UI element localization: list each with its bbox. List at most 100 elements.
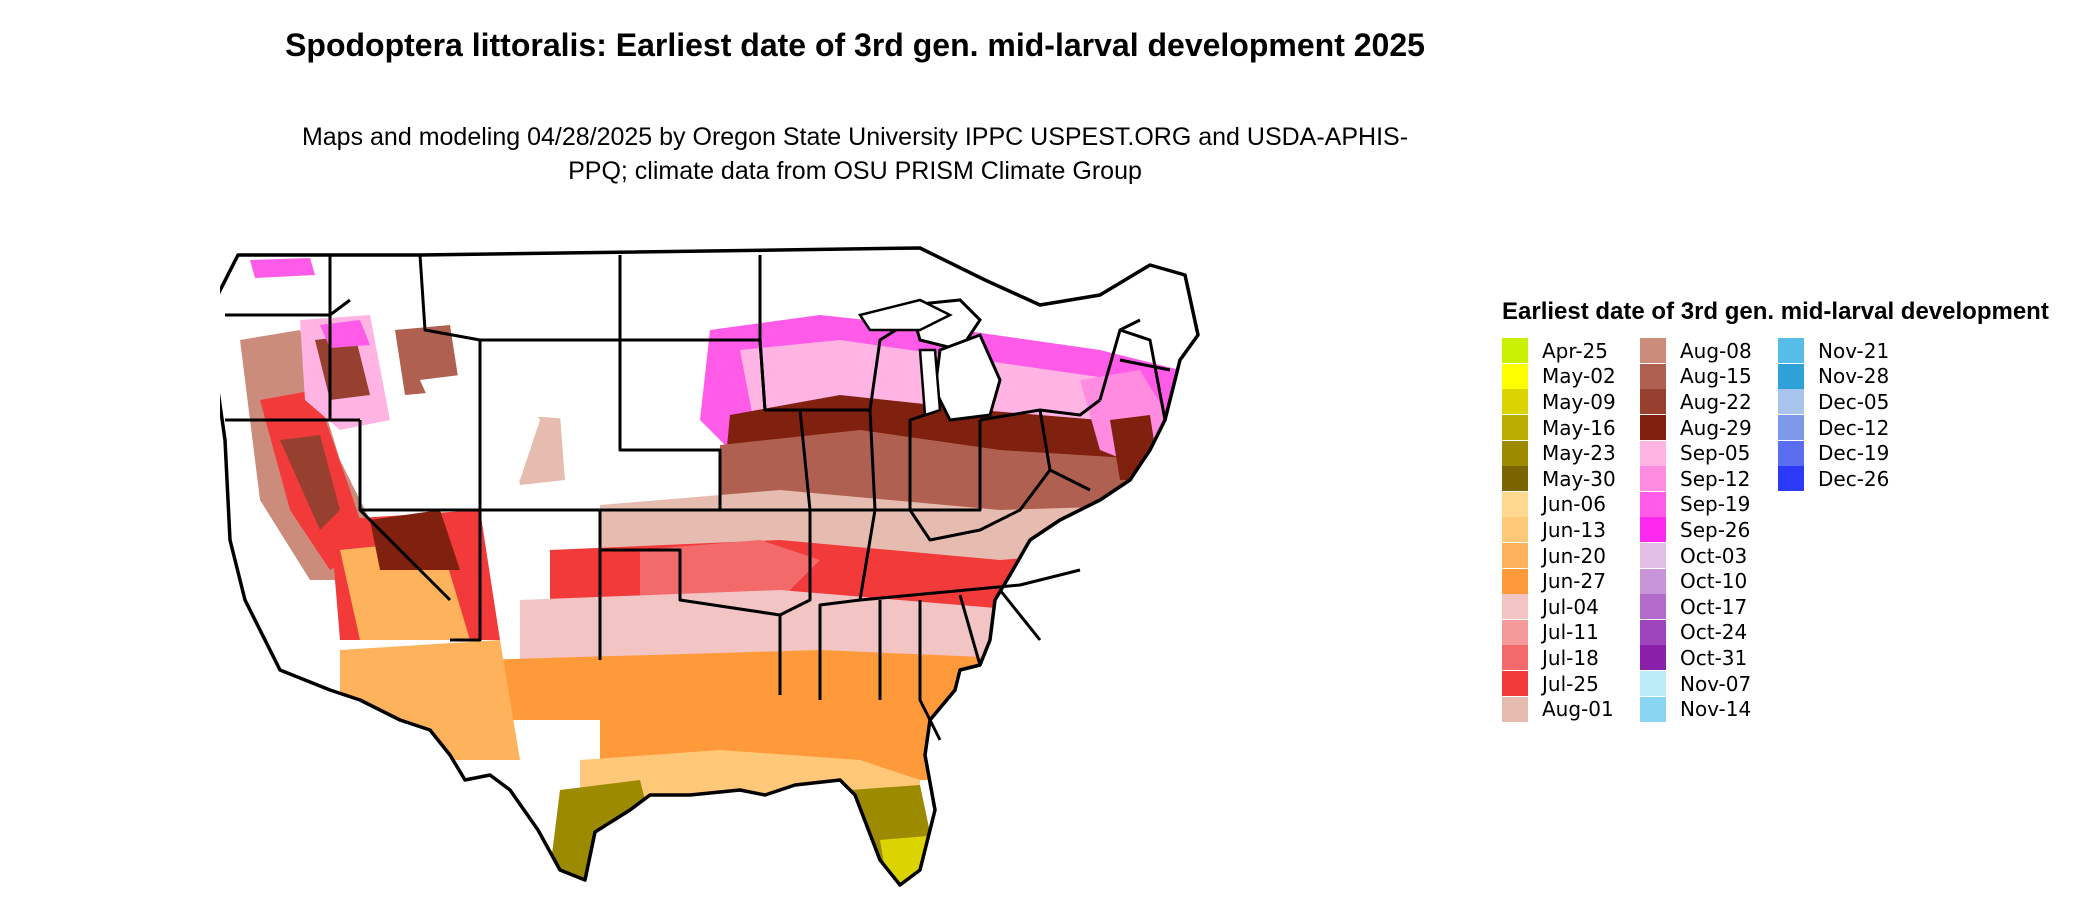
legend-item: Apr-25 [1502,338,1628,364]
legend-label: Dec-26 [1818,466,1890,491]
legend-swatch [1502,671,1528,697]
legend-label: May-09 [1542,389,1616,414]
legend-swatch [1640,696,1666,722]
legend-item: Aug-29 [1640,415,1766,441]
legend-item: Nov-28 [1778,363,1904,390]
legend-item: Jul-11 [1502,619,1628,646]
legend-swatch [1502,440,1528,466]
map-subtitle: Maps and modeling 04/28/2025 by Oregon S… [301,123,1409,185]
legend-column: Nov-21 Nov-28 Dec-05 Dec-12 Dec-19 Dec-26 [1778,338,1904,722]
map-title: Spodoptera littoralis: Earliest date of … [285,27,1425,63]
legend-label: Dec-05 [1818,389,1890,414]
legend-item: Sep-19 [1640,491,1766,518]
us-degree-day-map [220,246,1200,887]
legend-label: Oct-24 [1680,620,1748,645]
legend-swatch [1778,415,1804,441]
legend-swatch [1502,619,1528,645]
legend-label: Aug-15 [1680,364,1752,389]
legend-item: Nov-07 [1640,671,1766,697]
legend-swatch [1640,645,1666,671]
us-outline [220,246,1200,887]
legend-item: Jun-27 [1502,568,1628,594]
legend-swatch [1778,440,1804,466]
legend-label: Apr-25 [1542,338,1608,363]
legend-swatch [1502,645,1528,671]
legend-item: Dec-19 [1778,440,1904,466]
legend-swatch [1778,389,1804,415]
legend-label: Sep-05 [1680,441,1751,466]
legend-swatch [1640,594,1666,620]
legend-label: Aug-22 [1680,389,1752,414]
legend-swatch [1502,594,1528,620]
legend-label: May-23 [1542,441,1616,466]
legend-item: Jul-18 [1502,645,1628,671]
legend-label: Jun-06 [1542,492,1606,517]
legend-swatch [1640,338,1666,364]
legend-label: May-30 [1542,466,1616,491]
legend-item: Aug-15 [1640,363,1766,390]
legend-item: Jun-13 [1502,517,1628,543]
lakes [857,298,953,417]
legend-label: Sep-26 [1680,517,1751,542]
legend-label: Nov-14 [1680,697,1752,722]
legend-label: Oct-03 [1680,543,1748,568]
legend-swatch [1502,696,1528,722]
legend-item: Oct-31 [1640,645,1766,671]
legend-swatch [1640,568,1666,594]
legend-item: Sep-12 [1640,466,1766,492]
legend-item: Jun-20 [1502,543,1628,569]
legend-label: Aug-29 [1680,415,1752,440]
legend-swatch [1640,671,1666,697]
legend-label: Nov-07 [1680,671,1752,696]
legend-label: Nov-21 [1818,338,1890,363]
legend-item: May-30 [1502,466,1628,492]
legend-column: Apr-25 May-02 May-09 May-16 May-23 May-30 Jun-… [1502,338,1628,722]
legend-swatch [1502,543,1528,569]
legend-label: Dec-12 [1818,415,1890,440]
legend-item: May-16 [1502,415,1628,441]
legend-item: Sep-05 [1640,440,1766,466]
state-boundaries [225,254,1171,741]
legend-swatch [1640,517,1666,543]
legend-item: Oct-10 [1640,568,1766,594]
legend-swatch [1640,619,1666,645]
legend-swatch [1778,363,1804,389]
legend-label: Jun-27 [1542,569,1606,594]
legend-swatch [1502,568,1528,594]
legend-swatch [1640,543,1666,569]
legend-item: Dec-26 [1778,466,1904,492]
legend-item: Oct-03 [1640,543,1766,569]
legend-label: Nov-28 [1818,364,1890,389]
legend-swatch [1640,466,1666,492]
legend-label: May-02 [1542,364,1616,389]
legend-label: Sep-19 [1680,492,1751,517]
legend-item: Jun-06 [1502,491,1628,518]
legend-swatch [1640,389,1666,415]
legend-item: Aug-22 [1640,389,1766,415]
legend-label: Jul-11 [1542,620,1599,645]
legend-item: Dec-05 [1778,389,1904,415]
legend-item: Aug-08 [1640,338,1766,364]
legend: Earliest date of 3rd gen. mid-larval dev… [1502,298,2049,722]
legend-item: Oct-17 [1640,594,1766,620]
legend-swatch [1502,415,1528,441]
legend-swatch [1778,338,1804,364]
legend-item: Sep-26 [1640,517,1766,543]
legend-label: Jul-04 [1542,594,1599,619]
legend-label: Oct-31 [1680,645,1748,670]
legend-label: Sep-12 [1680,466,1751,491]
legend-swatch [1640,363,1666,389]
legend-label: Aug-01 [1542,697,1614,722]
legend-label: Jun-20 [1542,543,1606,568]
legend-item: Oct-24 [1640,619,1766,646]
legend-swatch [1502,517,1528,543]
legend-columns: Apr-25 May-02 May-09 May-16 May-23 May-30 Jun-… [1502,338,2049,722]
legend-swatch [1640,440,1666,466]
legend-label: May-16 [1542,415,1616,440]
legend-item: May-09 [1502,389,1628,415]
legend-item: Dec-12 [1778,415,1904,441]
legend-swatch [1502,363,1528,389]
legend-swatch [1502,338,1528,364]
legend-swatch [1640,491,1666,517]
legend-swatch [1502,491,1528,517]
